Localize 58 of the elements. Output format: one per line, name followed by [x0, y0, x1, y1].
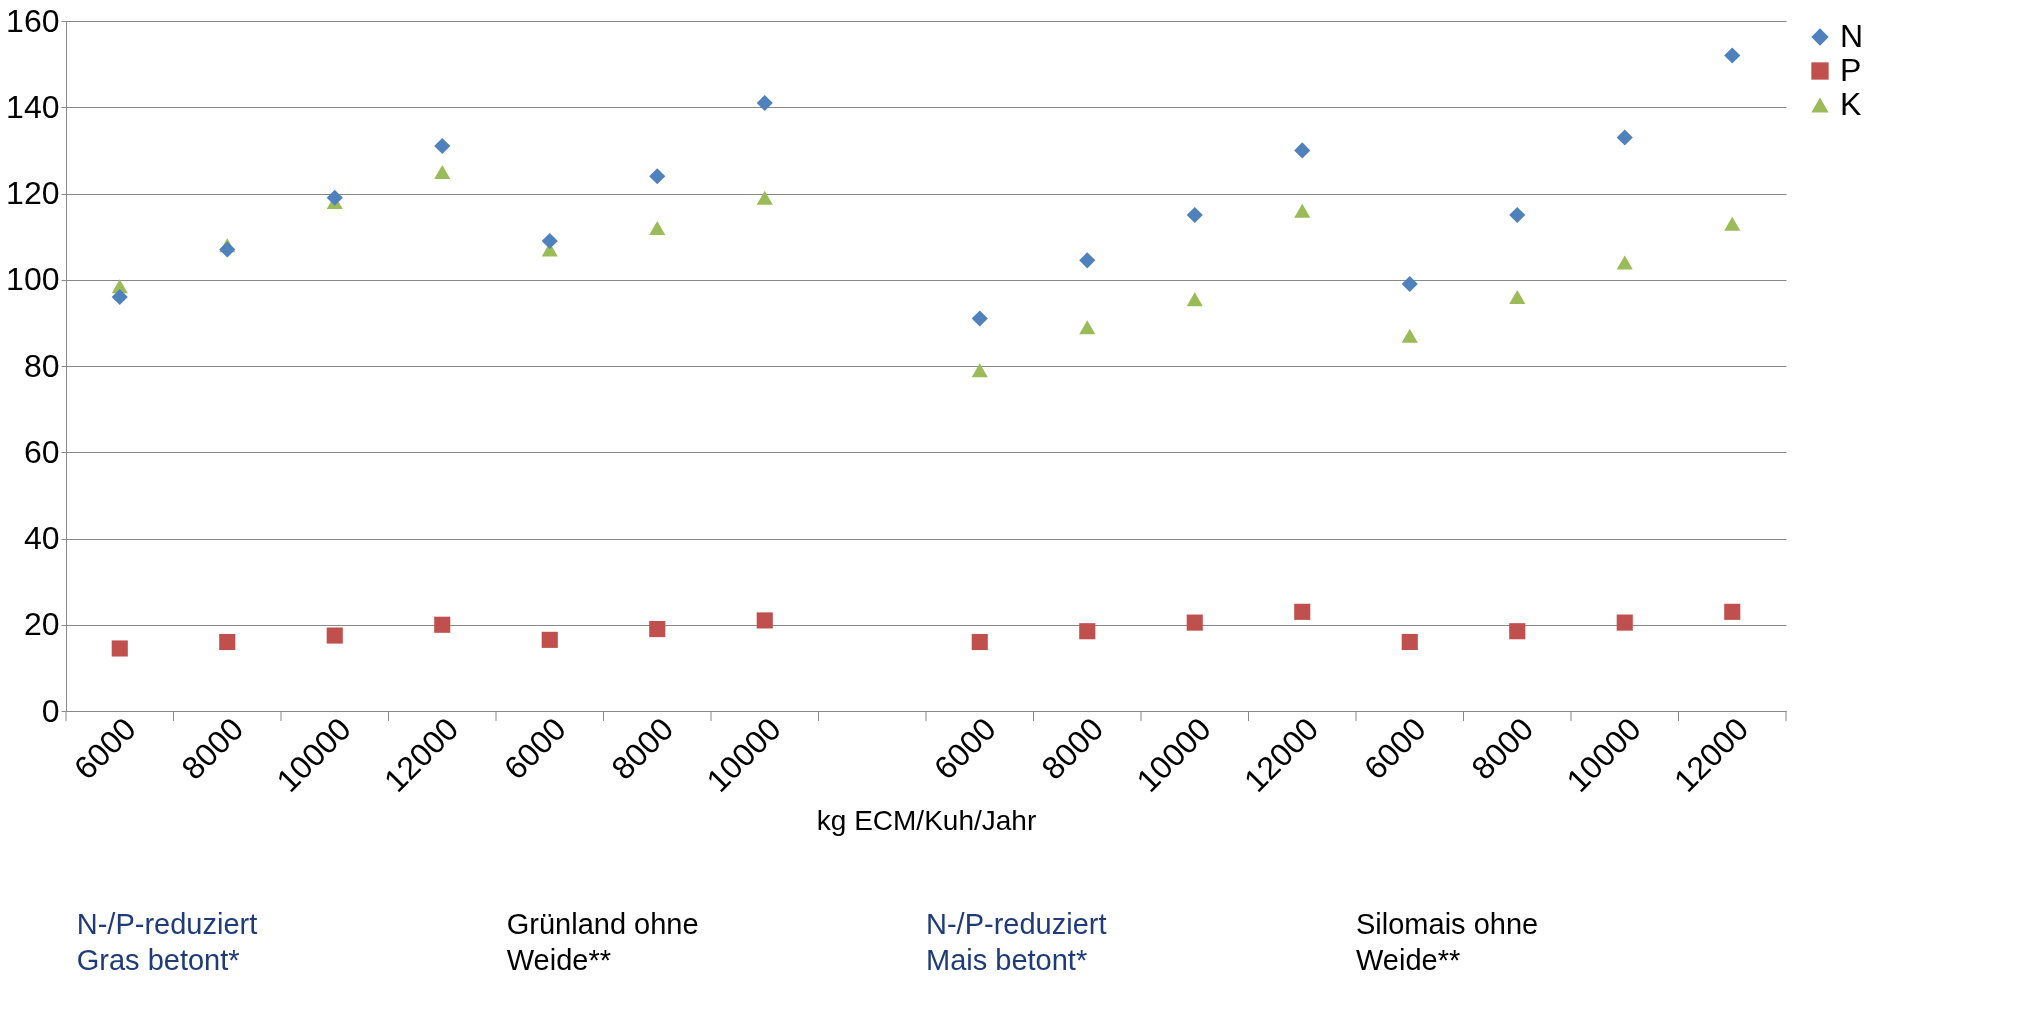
point — [1401, 633, 1418, 651]
point — [1294, 203, 1311, 218]
point — [434, 138, 451, 155]
text: Silomais ohne Weide** — [1356, 908, 1539, 976]
point — [1186, 292, 1203, 307]
point — [971, 633, 988, 651]
point — [649, 221, 666, 235]
point — [1294, 603, 1311, 620]
point — [1294, 142, 1311, 159]
point — [1401, 276, 1418, 293]
point — [1186, 207, 1203, 224]
text: N-/P-reduziert Mais betont* — [926, 908, 1107, 976]
y-tick-label: 60 — [23, 433, 60, 470]
y-tick-label: 120 — [6, 175, 60, 211]
point — [541, 232, 558, 249]
y-tick-label: 40 — [23, 520, 60, 556]
legend-label: N — [1840, 18, 1864, 54]
point — [219, 241, 236, 258]
point — [1616, 129, 1633, 146]
point — [326, 627, 343, 644]
y-tick-label: 0 — [41, 692, 60, 729]
point — [1509, 290, 1526, 304]
y-tick-label: 20 — [23, 606, 60, 643]
point — [971, 363, 988, 378]
point — [326, 189, 343, 206]
point — [1509, 207, 1526, 224]
point — [1186, 614, 1203, 631]
point — [111, 640, 128, 657]
point — [756, 612, 773, 629]
point — [434, 616, 451, 633]
x-axis-title: kg ECM/Kuh/Jahr — [816, 805, 1037, 837]
point — [1724, 216, 1741, 231]
point — [219, 633, 236, 651]
point — [649, 168, 666, 185]
point — [649, 621, 666, 638]
legend-label: K — [1840, 86, 1862, 122]
point — [1616, 255, 1633, 270]
point — [1724, 47, 1741, 64]
text: N-/P-reduziert Gras betont* — [76, 908, 258, 976]
point — [1509, 623, 1526, 640]
legend-label: P — [1840, 52, 1862, 88]
point — [1724, 603, 1741, 620]
y-tick-label: 140 — [6, 88, 60, 125]
y-tick-label: 100 — [6, 261, 60, 298]
point — [434, 164, 451, 179]
text: Grünland ohne Weide** — [506, 908, 699, 976]
point — [971, 310, 988, 327]
point — [111, 288, 128, 306]
y-tick-label: 160 — [6, 2, 60, 39]
point — [756, 190, 773, 205]
point — [1616, 614, 1633, 631]
point — [1079, 320, 1096, 335]
point — [1401, 328, 1418, 343]
point — [541, 631, 558, 648]
y-tick-label: 80 — [23, 347, 60, 384]
point — [1079, 623, 1096, 640]
point — [1079, 252, 1096, 269]
point — [756, 94, 773, 111]
